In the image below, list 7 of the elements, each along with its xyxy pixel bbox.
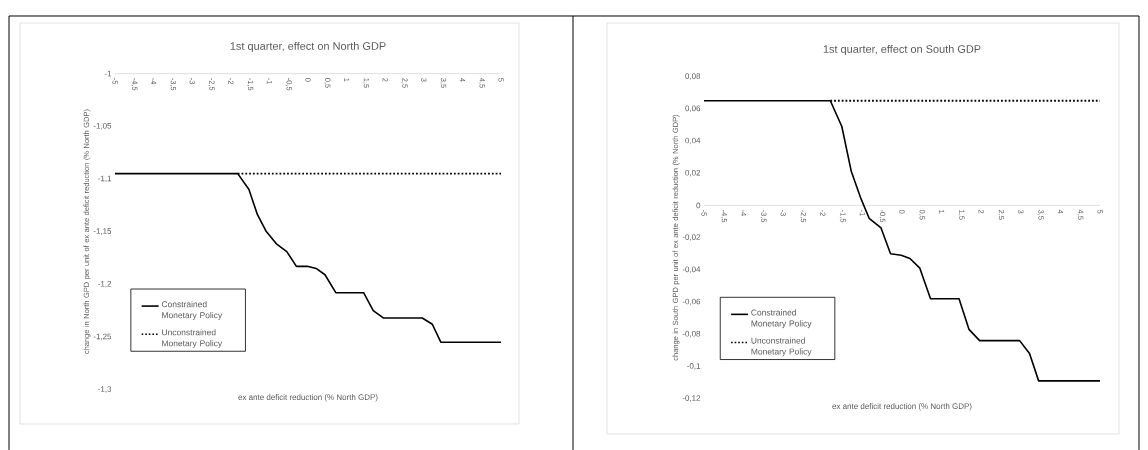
chart-title: 1st quarter, effect on South GDP (823, 44, 981, 55)
line-series (703, 99, 1101, 382)
legend-label: Constrained Monetary Policy (161, 300, 223, 320)
chart-title: 1st quarter, effect on North GDP (230, 41, 386, 52)
legend-label: Unconstrained Monetary Policy (162, 328, 223, 348)
legend-label: Constrained Monetary Policy (751, 309, 812, 328)
legend-label: Unconstrained Monetary Policy (751, 337, 812, 357)
